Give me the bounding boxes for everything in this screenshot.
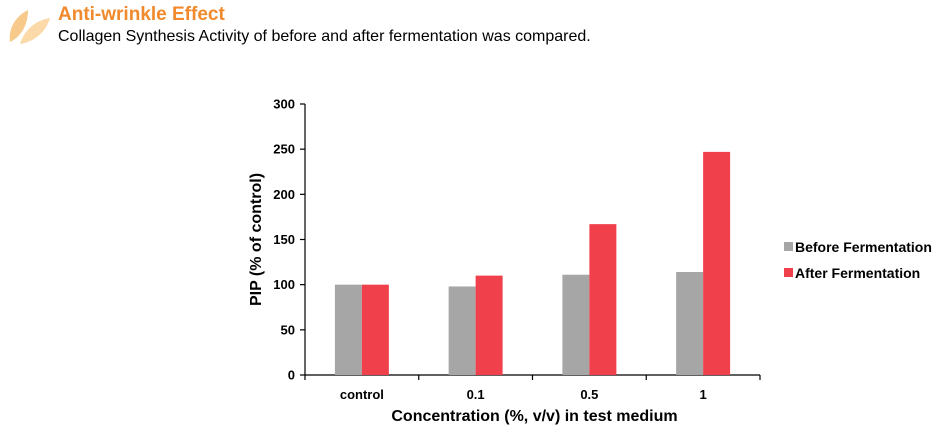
page-title: Anti-wrinkle Effect <box>58 4 225 25</box>
y-axis-title: PIP (% of control) <box>248 173 265 306</box>
bar-before <box>676 272 704 375</box>
bar-before <box>448 286 476 375</box>
bar-after <box>589 224 617 375</box>
y-tick-label: 300 <box>273 97 295 112</box>
y-tick-label: 200 <box>273 187 295 202</box>
bar-before <box>562 274 590 375</box>
y-tick-label: 100 <box>273 277 295 292</box>
y-tick-label: 0 <box>288 368 295 383</box>
x-tick-label: 0.5 <box>580 387 598 402</box>
y-tick-label: 50 <box>281 322 295 337</box>
bar-before <box>334 284 362 375</box>
chart-labels: 0 50 100 150 200 250 300 control 0.1 0.5 1 Concentr… <box>248 97 707 426</box>
bar-after <box>703 151 731 375</box>
x-tick-label: control <box>340 387 384 402</box>
x-tick-label: 0.1 <box>467 387 485 402</box>
leaf-logo-icon <box>9 10 50 44</box>
legend-label: After Fermentation <box>795 265 920 281</box>
chart-bars <box>334 151 731 375</box>
bar-after <box>361 284 389 375</box>
legend-swatch <box>784 242 793 251</box>
page-subtitle: Collagen Synthesis Activity of before an… <box>58 28 591 45</box>
x-tick-label: 1 <box>700 387 707 402</box>
y-tick-label: 150 <box>273 232 295 247</box>
legend-swatch <box>784 268 793 277</box>
x-axis-title: Concentration (%, v/v) in test medium <box>391 408 677 425</box>
y-tick-label: 250 <box>273 142 295 157</box>
chart-legend: Before Fermentation After Fermentation <box>784 239 932 281</box>
bar-after <box>475 275 503 375</box>
legend-label: Before Fermentation <box>795 239 932 255</box>
